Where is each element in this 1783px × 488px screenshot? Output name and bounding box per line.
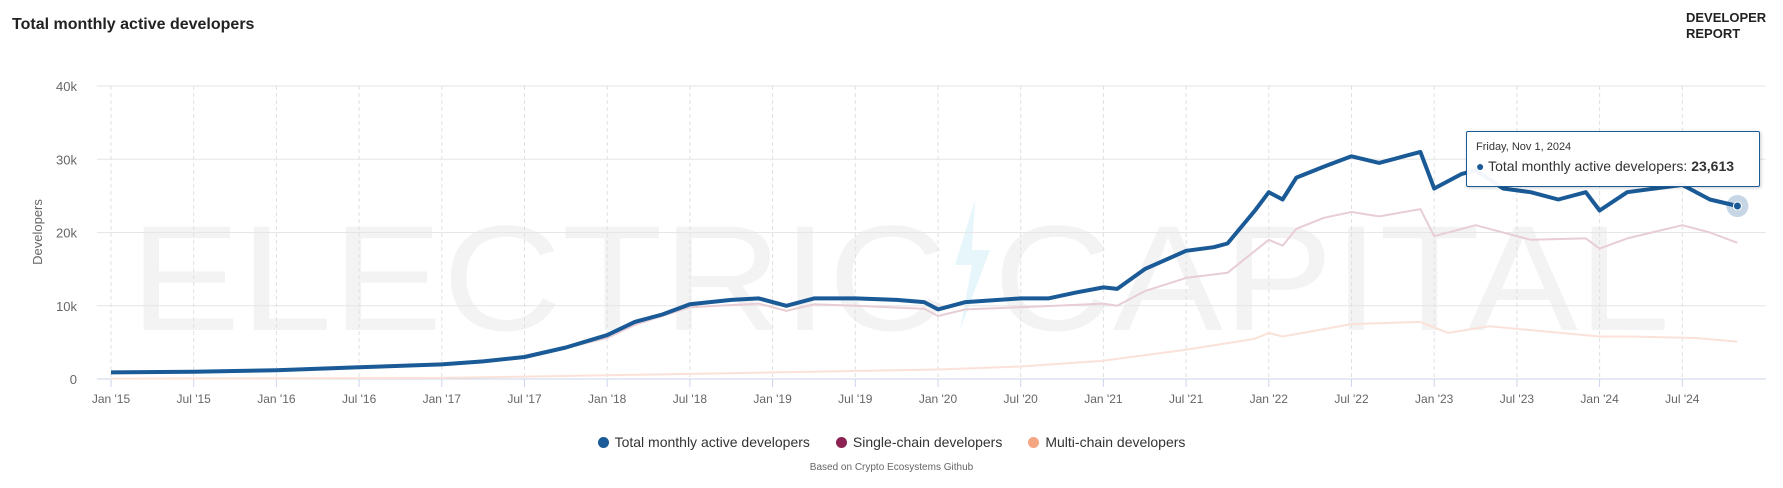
x-tick-label: Jan '22 [1250, 392, 1289, 406]
developer-report-logo: DEVELOPER REPORT [1686, 10, 1766, 42]
brand-line-1: DEVELOPER [1686, 10, 1767, 25]
x-tick-label: Jan '24 [1580, 392, 1619, 406]
x-tick-label: Jul '20 [1004, 392, 1039, 406]
source-note: Based on Crypto Ecosystems Github [809, 462, 974, 473]
chart-title: Total monthly active developers [12, 16, 255, 33]
lightning-bolt-icon [955, 200, 990, 330]
y-tick-label: 10k [56, 299, 77, 314]
legend-dot-icon [835, 436, 847, 448]
series-dot-icon: ● [1476, 158, 1485, 174]
legend-dot-icon [597, 436, 609, 448]
legend-label: Multi-chain developers [1045, 434, 1186, 450]
legend-item-total[interactable]: Total monthly active developers [597, 434, 810, 450]
x-tick-label: Jan '21 [1084, 392, 1123, 406]
watermark: ELECTRIC CAPITAL [130, 194, 1670, 362]
y-tick-label: 0 [70, 372, 77, 387]
x-tick-label: Jan '20 [919, 392, 958, 406]
tooltip-series: Total monthly active developers: [1488, 158, 1692, 174]
legend-label: Single-chain developers [852, 434, 1003, 450]
y-tick-label: 30k [56, 152, 77, 167]
x-tick-label: Jul '21 [1169, 392, 1204, 406]
x-tick-label: Jan '18 [588, 392, 627, 406]
line-chart: ELECTRIC CAPITAL 0 10k 20k 30k 40k Jan '15 Jul… [30, 79, 1766, 406]
x-tick-label: Jul '17 [507, 392, 542, 406]
hover-point[interactable] [1732, 201, 1742, 211]
x-tick-label: Jul '19 [838, 392, 873, 406]
x-tick-label: Jul '22 [1334, 392, 1369, 406]
legend-label: Total monthly active developers [614, 434, 810, 450]
series-line-0[interactable] [110, 149, 1738, 375]
tooltip: Friday, Nov 1, 2024 ● Total monthly acti… [1466, 131, 1760, 187]
series-line-1[interactable] [110, 208, 1738, 375]
x-tick-label: Jul '23 [1500, 392, 1535, 406]
legend-item-single-chain[interactable]: Single-chain developers [835, 434, 1003, 450]
y-axis-label: Developers [30, 199, 45, 265]
series-line-2[interactable] [110, 320, 1738, 380]
x-tick-label: Jan '17 [423, 392, 462, 406]
brand-line-2: REPORT [1686, 26, 1741, 41]
x-tick-label: Jan '16 [257, 392, 296, 406]
tooltip-value: 23,613 [1691, 158, 1735, 174]
x-tick-label: Jul '16 [342, 392, 377, 406]
tooltip-date: Friday, Nov 1, 2024 [1476, 141, 1572, 153]
legend: Total monthly active developers Single-c… [0, 434, 1783, 450]
legend-dot-icon [1028, 436, 1040, 448]
x-tick-label: Jan '19 [753, 392, 792, 406]
y-tick-label: 40k [56, 79, 77, 94]
y-tick-label: 20k [56, 226, 77, 241]
x-tick-label: Jan '15 [92, 392, 131, 406]
x-tick-label: Jul '18 [673, 392, 708, 406]
x-tick-label: Jan '23 [1415, 392, 1454, 406]
x-tick-label: Jul '15 [177, 392, 212, 406]
legend-item-multi-chain[interactable]: Multi-chain developers [1028, 434, 1185, 450]
x-tick-label: Jul '24 [1665, 392, 1700, 406]
